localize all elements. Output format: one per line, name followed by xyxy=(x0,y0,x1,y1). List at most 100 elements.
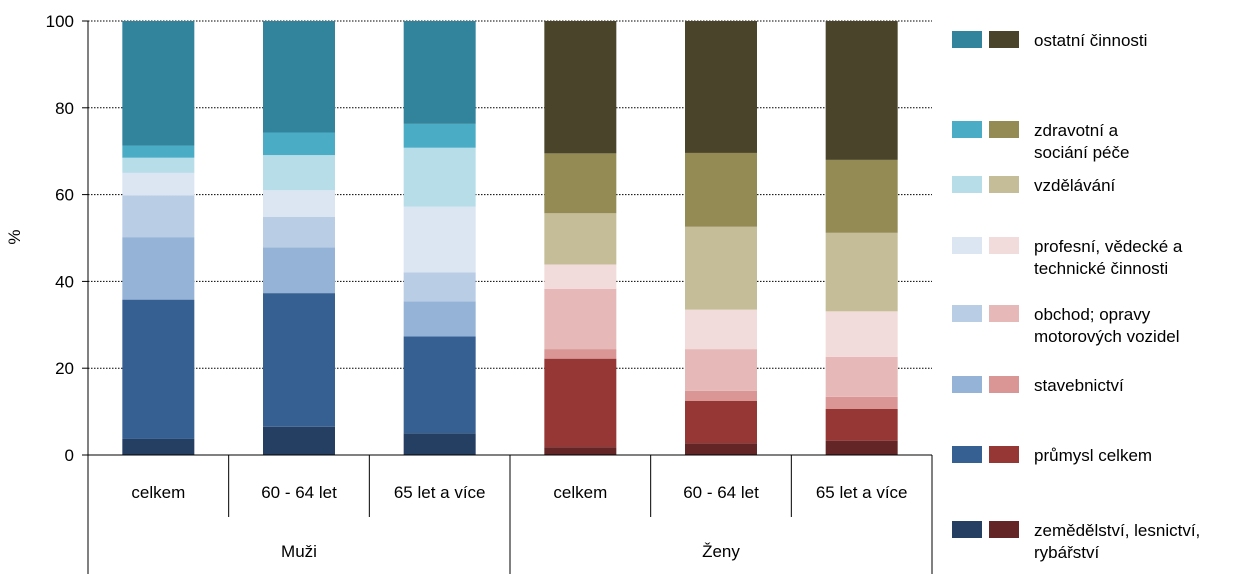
legend-label: stavebnictví xyxy=(1034,376,1124,395)
bar-segment xyxy=(122,157,195,173)
legend-label: technické činnosti xyxy=(1034,259,1168,278)
bar-segment xyxy=(122,145,195,158)
legend-swatch xyxy=(989,121,1019,138)
legend-label: zemědělství, lesnictví, xyxy=(1034,521,1200,540)
legend-swatch xyxy=(989,31,1019,48)
legend-item: ostatní činnosti xyxy=(952,31,1147,50)
bar-segment xyxy=(825,356,898,397)
y-tick-label: 20 xyxy=(55,359,74,378)
bar-segment xyxy=(685,226,757,310)
y-tick-label: 80 xyxy=(55,99,74,118)
y-tick-label: 60 xyxy=(55,186,74,205)
bar-segment xyxy=(825,396,898,409)
legend-swatch xyxy=(952,237,982,254)
bar-segment xyxy=(263,190,335,217)
legend-item: průmysl celkem xyxy=(952,446,1152,465)
bar-segment xyxy=(122,172,195,196)
axes: 0 20 40 60 80 100 celkem 60 - 64 let 65 let a ví… xyxy=(46,12,933,574)
bar-segment xyxy=(825,440,898,455)
legend-swatch xyxy=(989,176,1019,193)
bar-segment xyxy=(825,311,898,357)
legend-label: ostatní činnosti xyxy=(1034,31,1147,50)
bar-segment xyxy=(685,21,757,153)
bar-segment xyxy=(544,21,617,154)
bar-segment xyxy=(263,247,335,294)
bar-segment xyxy=(403,301,476,337)
legend-swatch xyxy=(952,521,982,538)
legend-item: stavebnictví xyxy=(952,376,1124,395)
legend-swatch xyxy=(989,237,1019,254)
bar-segment xyxy=(544,288,617,350)
bar-segment xyxy=(263,155,335,191)
y-tick-label: 40 xyxy=(55,272,74,291)
legend-label: sociání péče xyxy=(1034,143,1129,162)
bar-segment xyxy=(263,293,335,427)
bar-segment xyxy=(263,216,335,248)
bars xyxy=(122,21,898,455)
bar-segment xyxy=(122,237,195,300)
legend-item: obchod; opravy motorových vozidel xyxy=(952,305,1180,346)
bar-segment xyxy=(544,264,617,289)
y-tick-label: 100 xyxy=(46,12,74,31)
x-category-label: 65 let a více xyxy=(394,483,486,502)
legend-swatch xyxy=(952,31,982,48)
y-axis-label: % xyxy=(5,229,24,244)
legend-label: rybářství xyxy=(1034,543,1099,562)
x-group-label: Ženy xyxy=(702,542,740,561)
legend-item: vzdělávání xyxy=(952,176,1116,195)
legend-item: zemědělství, lesnictví, rybářství xyxy=(952,521,1200,562)
bar-segment xyxy=(825,408,898,441)
legend-swatch xyxy=(952,121,982,138)
bar-segment xyxy=(685,349,757,391)
legend-item: zdravotní a sociání péče xyxy=(952,121,1129,162)
bar-segment xyxy=(825,21,898,160)
legend-label: vzdělávání xyxy=(1034,176,1116,195)
bar-segment xyxy=(685,152,757,227)
legend-swatch xyxy=(952,376,982,393)
bar-segment xyxy=(122,438,195,455)
bar-segment xyxy=(685,443,757,455)
legend-swatch xyxy=(952,305,982,322)
legend-label: obchod; opravy xyxy=(1034,305,1151,324)
bar-segment xyxy=(544,153,617,214)
x-group-label: Muži xyxy=(281,542,317,561)
x-category-label: celkem xyxy=(553,483,607,502)
legend-item: profesní, vědecké a technické činnosti xyxy=(952,237,1183,278)
legend-swatch xyxy=(989,305,1019,322)
bar-segment xyxy=(122,21,195,146)
legend-label: zdravotní a xyxy=(1034,121,1119,140)
bar-segment xyxy=(403,433,476,455)
bar-segment xyxy=(685,390,757,401)
legend-swatch xyxy=(989,521,1019,538)
legend-swatch xyxy=(989,376,1019,393)
x-category-label: celkem xyxy=(131,483,185,502)
gridlines xyxy=(88,20,932,369)
bar-segment xyxy=(685,309,757,350)
legend-label: průmysl celkem xyxy=(1034,446,1152,465)
bar-segment xyxy=(544,358,617,448)
legend-swatch xyxy=(952,176,982,193)
bar-segment xyxy=(403,123,476,148)
x-category-label: 60 - 64 let xyxy=(683,483,759,502)
bar-segment xyxy=(403,206,476,273)
bar-segment xyxy=(403,272,476,302)
bar-segment xyxy=(122,195,195,238)
bar-segment xyxy=(403,147,476,207)
bar-segment xyxy=(263,21,335,133)
legend-label: motorových vozidel xyxy=(1034,327,1180,346)
bar-segment xyxy=(122,299,195,439)
bar-segment xyxy=(403,336,476,434)
bar-segment xyxy=(544,213,617,265)
bar-segment xyxy=(544,349,617,359)
x-category-label: 60 - 64 let xyxy=(261,483,337,502)
bar-segment xyxy=(263,132,335,156)
x-category-label: 65 let a více xyxy=(816,483,908,502)
legend-label: profesní, vědecké a xyxy=(1034,237,1183,256)
bar-segment xyxy=(544,447,617,455)
bar-segment xyxy=(825,232,898,312)
bar-segment xyxy=(403,21,476,124)
legend: ostatní činnosti zdravotní a sociání péče v… xyxy=(952,31,1200,562)
bar-segment xyxy=(825,159,898,233)
bar-segment xyxy=(263,426,335,455)
